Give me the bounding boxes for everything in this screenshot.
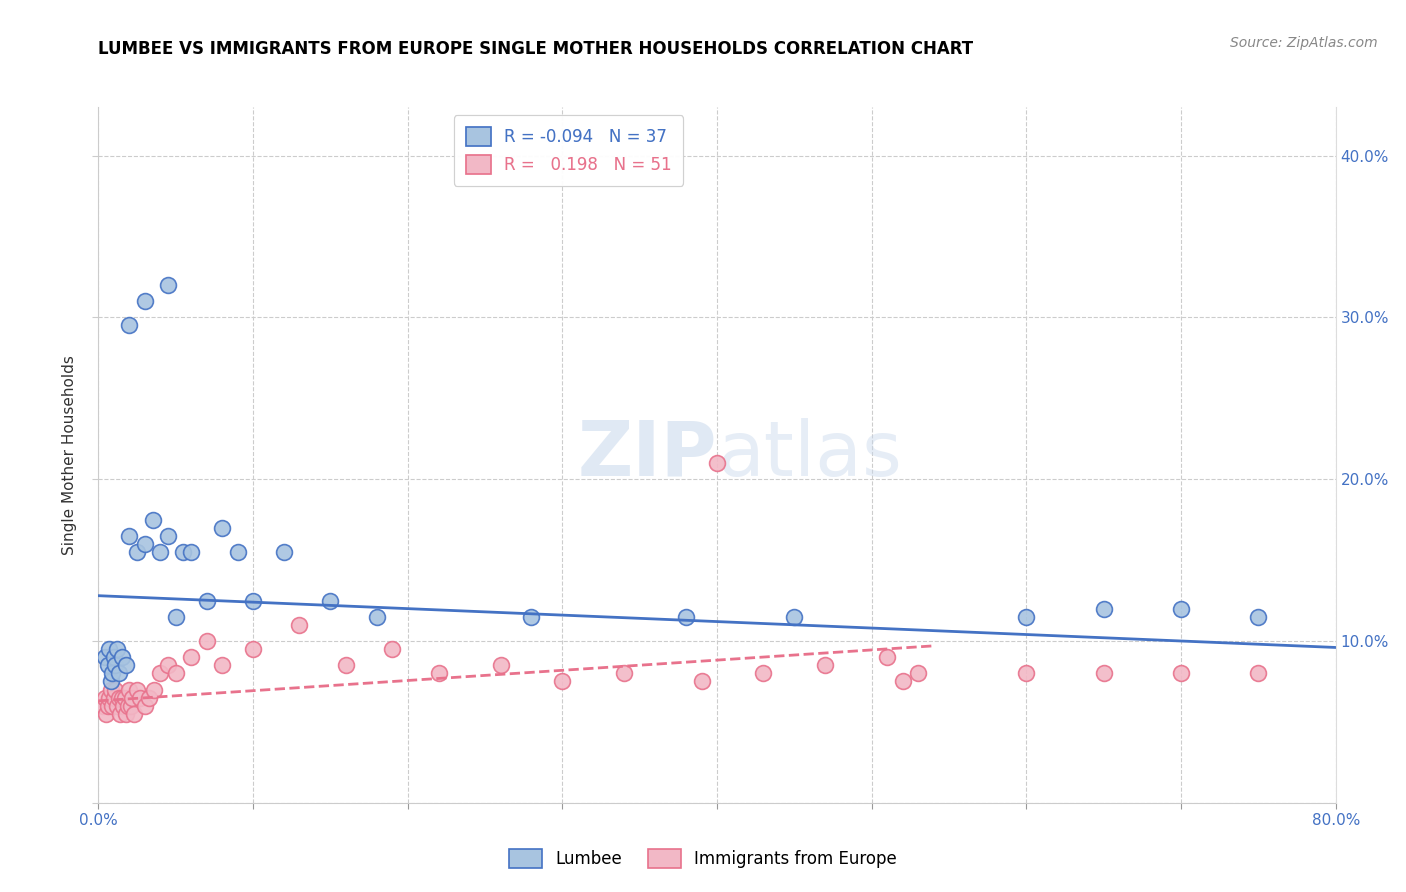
Point [613, 666, 636, 681]
Point [157, 658, 180, 673]
Point [211, 521, 233, 535]
Legend: R = -0.094   N = 37, R =   0.198   N = 51: R = -0.094 N = 37, R = 0.198 N = 51 [454, 115, 683, 186]
Point [115, 706, 138, 721]
Point [180, 545, 202, 559]
Point [142, 513, 165, 527]
Legend: Lumbee, Immigrants from Europe: Lumbee, Immigrants from Europe [502, 842, 904, 875]
Point [134, 294, 156, 309]
Point [93, 690, 115, 705]
Point [127, 545, 149, 559]
Point [120, 698, 142, 713]
Point [891, 674, 914, 689]
Point [138, 690, 160, 705]
Point [91, 698, 114, 713]
Point [489, 658, 512, 673]
Point [752, 666, 775, 681]
Point [101, 698, 124, 713]
Point [1247, 609, 1270, 624]
Point [288, 617, 311, 632]
Point [195, 634, 218, 648]
Point [211, 658, 233, 673]
Text: ZIP: ZIP [578, 418, 717, 491]
Point [907, 666, 929, 681]
Point [1092, 601, 1115, 615]
Point [104, 682, 127, 697]
Point [111, 690, 134, 705]
Point [165, 609, 187, 624]
Point [103, 690, 125, 705]
Point [129, 690, 152, 705]
Point [121, 690, 143, 705]
Point [675, 609, 697, 624]
Point [173, 545, 195, 559]
Point [335, 658, 357, 673]
Point [1092, 666, 1115, 681]
Point [551, 674, 574, 689]
Point [103, 650, 125, 665]
Point [98, 642, 121, 657]
Point [111, 650, 134, 665]
Point [104, 658, 127, 673]
Point [427, 666, 450, 681]
Point [96, 706, 118, 721]
Point [381, 642, 404, 657]
Point [319, 593, 342, 607]
Point [242, 642, 264, 657]
Point [180, 650, 202, 665]
Point [157, 278, 180, 293]
Point [122, 706, 145, 721]
Point [114, 690, 136, 705]
Y-axis label: Single Mother Households: Single Mother Households [62, 355, 77, 555]
Point [108, 706, 131, 721]
Point [242, 593, 264, 607]
Point [118, 529, 141, 543]
Point [117, 698, 139, 713]
Point [195, 593, 218, 607]
Point [100, 674, 122, 689]
Point [118, 682, 141, 697]
Point [690, 674, 713, 689]
Point [97, 698, 120, 713]
Point [165, 666, 187, 681]
Point [105, 698, 128, 713]
Point [134, 698, 156, 713]
Point [100, 682, 122, 697]
Point [520, 609, 543, 624]
Point [143, 682, 166, 697]
Point [134, 537, 156, 551]
Point [1170, 666, 1192, 681]
Point [149, 666, 172, 681]
Point [706, 456, 728, 470]
Point [876, 650, 898, 665]
Point [273, 545, 295, 559]
Point [97, 658, 120, 673]
Point [112, 698, 135, 713]
Point [93, 650, 115, 665]
Point [127, 682, 149, 697]
Text: LUMBEE VS IMMIGRANTS FROM EUROPE SINGLE MOTHER HOUSEHOLDS CORRELATION CHART: LUMBEE VS IMMIGRANTS FROM EUROPE SINGLE … [98, 40, 973, 58]
Text: atlas: atlas [717, 418, 901, 491]
Point [157, 529, 180, 543]
Point [107, 690, 129, 705]
Point [226, 545, 249, 559]
Point [118, 318, 141, 333]
Point [107, 666, 129, 681]
Point [1015, 666, 1038, 681]
Point [105, 642, 128, 657]
Point [783, 609, 806, 624]
Point [814, 658, 837, 673]
Text: Source: ZipAtlas.com: Source: ZipAtlas.com [1230, 36, 1378, 50]
Point [1247, 666, 1270, 681]
Point [115, 658, 138, 673]
Point [101, 666, 124, 681]
Point [366, 609, 388, 624]
Point [1170, 601, 1192, 615]
Point [149, 545, 172, 559]
Point [1015, 609, 1038, 624]
Point [98, 690, 121, 705]
